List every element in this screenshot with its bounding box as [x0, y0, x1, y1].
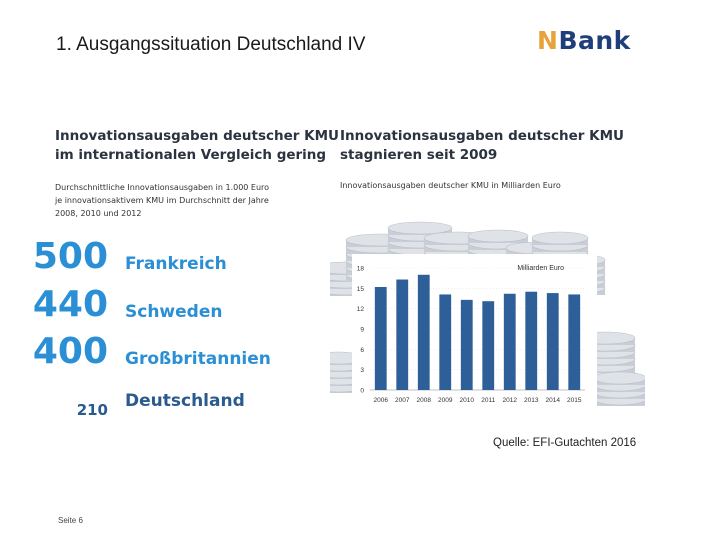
chart-bar	[460, 299, 473, 390]
x-tick-label: 2014	[546, 397, 561, 404]
chart-bar	[396, 279, 409, 390]
chart-panel	[352, 254, 597, 409]
coin-face	[593, 371, 647, 385]
ranking-item-schweden: 440 Schweden	[33, 285, 255, 333]
left-subtitle-line3: 2008, 2010 und 2012	[55, 209, 142, 218]
coin-face	[467, 229, 529, 243]
ranking-country: Großbritannien	[125, 349, 271, 369]
ranking-item-deutschland: 210 Deutschland	[55, 374, 255, 422]
chart-bar	[482, 301, 495, 390]
chart-y-ticks: 0 3 6 9 12 15 18	[357, 266, 365, 395]
y-tick-label: 3	[360, 367, 364, 374]
chart-bar	[503, 293, 516, 390]
chart-unit-label: Milliarden Euro	[517, 265, 564, 272]
coin-stack-bar-chart: 0 3 6 9 12 15 18 2006 2007 2008 2009 2010 2011 2012 2…	[311, 220, 647, 420]
ranking-item-frankreich: 500 Frankreich	[33, 237, 255, 285]
y-tick-label: 0	[360, 388, 364, 395]
y-tick-label: 15	[357, 286, 365, 293]
x-tick-label: 2012	[503, 397, 518, 404]
y-tick-label: 9	[360, 327, 364, 334]
x-tick-label: 2011	[481, 397, 495, 404]
logo-bank: Bank	[558, 26, 631, 55]
ranking-value: 400	[32, 331, 108, 372]
right-subtitle: Innovationsausgaben deutscher KMU in Mil…	[340, 181, 561, 190]
chart-bar	[525, 291, 538, 390]
ranking-value: 440	[32, 284, 108, 325]
chart-bar	[439, 294, 452, 390]
x-tick-label: 2013	[524, 397, 539, 404]
x-tick-label: 2015	[567, 397, 582, 404]
ranking-country: Schweden	[125, 302, 223, 322]
y-tick-label: 6	[360, 347, 364, 354]
chart-bar	[568, 294, 581, 390]
left-heading: Innovationsausgaben deutscher KMU im int…	[55, 127, 339, 165]
coin-face	[387, 221, 453, 235]
left-heading-line1: Innovationsausgaben deutscher KMU	[55, 128, 339, 144]
x-tick-label: 2007	[395, 397, 410, 404]
chart-bar	[374, 286, 387, 390]
y-tick-label: 12	[357, 306, 365, 313]
chart-bar	[546, 293, 559, 390]
chart-x-ticks: 2006 2007 2008 2009 2010 2011 2012 2013 2014 2015	[374, 397, 582, 404]
ranking-country: Frankreich	[125, 254, 227, 274]
x-tick-label: 2010	[460, 397, 475, 404]
y-tick-label: 18	[357, 266, 365, 273]
chart-bars	[374, 274, 581, 390]
x-tick-label: 2006	[374, 397, 389, 404]
source-note: Quelle: EFI-Gutachten 2016	[493, 437, 637, 449]
right-heading: Innovationsausgaben deutscher KMU stagni…	[340, 127, 624, 165]
left-subtitle-line1: Durchschnittliche Innovationsausgaben in…	[55, 183, 270, 192]
slide-title: 1. Ausgangssituation Deutschland IV	[56, 34, 366, 55]
left-heading-line2: im internationalen Vergleich gering	[55, 147, 327, 163]
right-heading-line1: Innovationsausgaben deutscher KMU	[340, 128, 624, 144]
left-subtitle-line2: je innovationsaktivem KMU im Durchschnit…	[55, 196, 269, 205]
nbank-logo: NBank	[537, 26, 631, 55]
x-tick-label: 2008	[417, 397, 432, 404]
x-tick-label: 2009	[438, 397, 453, 404]
ranking-country: Deutschland	[125, 391, 245, 411]
left-subtitle: Durchschnittliche Innovationsausgaben in…	[55, 181, 269, 220]
chart-bar	[417, 274, 430, 390]
ranking-value: 500	[32, 236, 108, 277]
page-number: Seite 6	[58, 516, 83, 525]
ranking-value: 210	[76, 401, 108, 419]
coin-face	[531, 231, 589, 245]
right-heading-line2: stagnieren seit 2009	[340, 147, 498, 163]
logo-n: N	[537, 26, 559, 55]
ranking-item-grossbritannien: 400 Großbritannien	[33, 332, 271, 380]
